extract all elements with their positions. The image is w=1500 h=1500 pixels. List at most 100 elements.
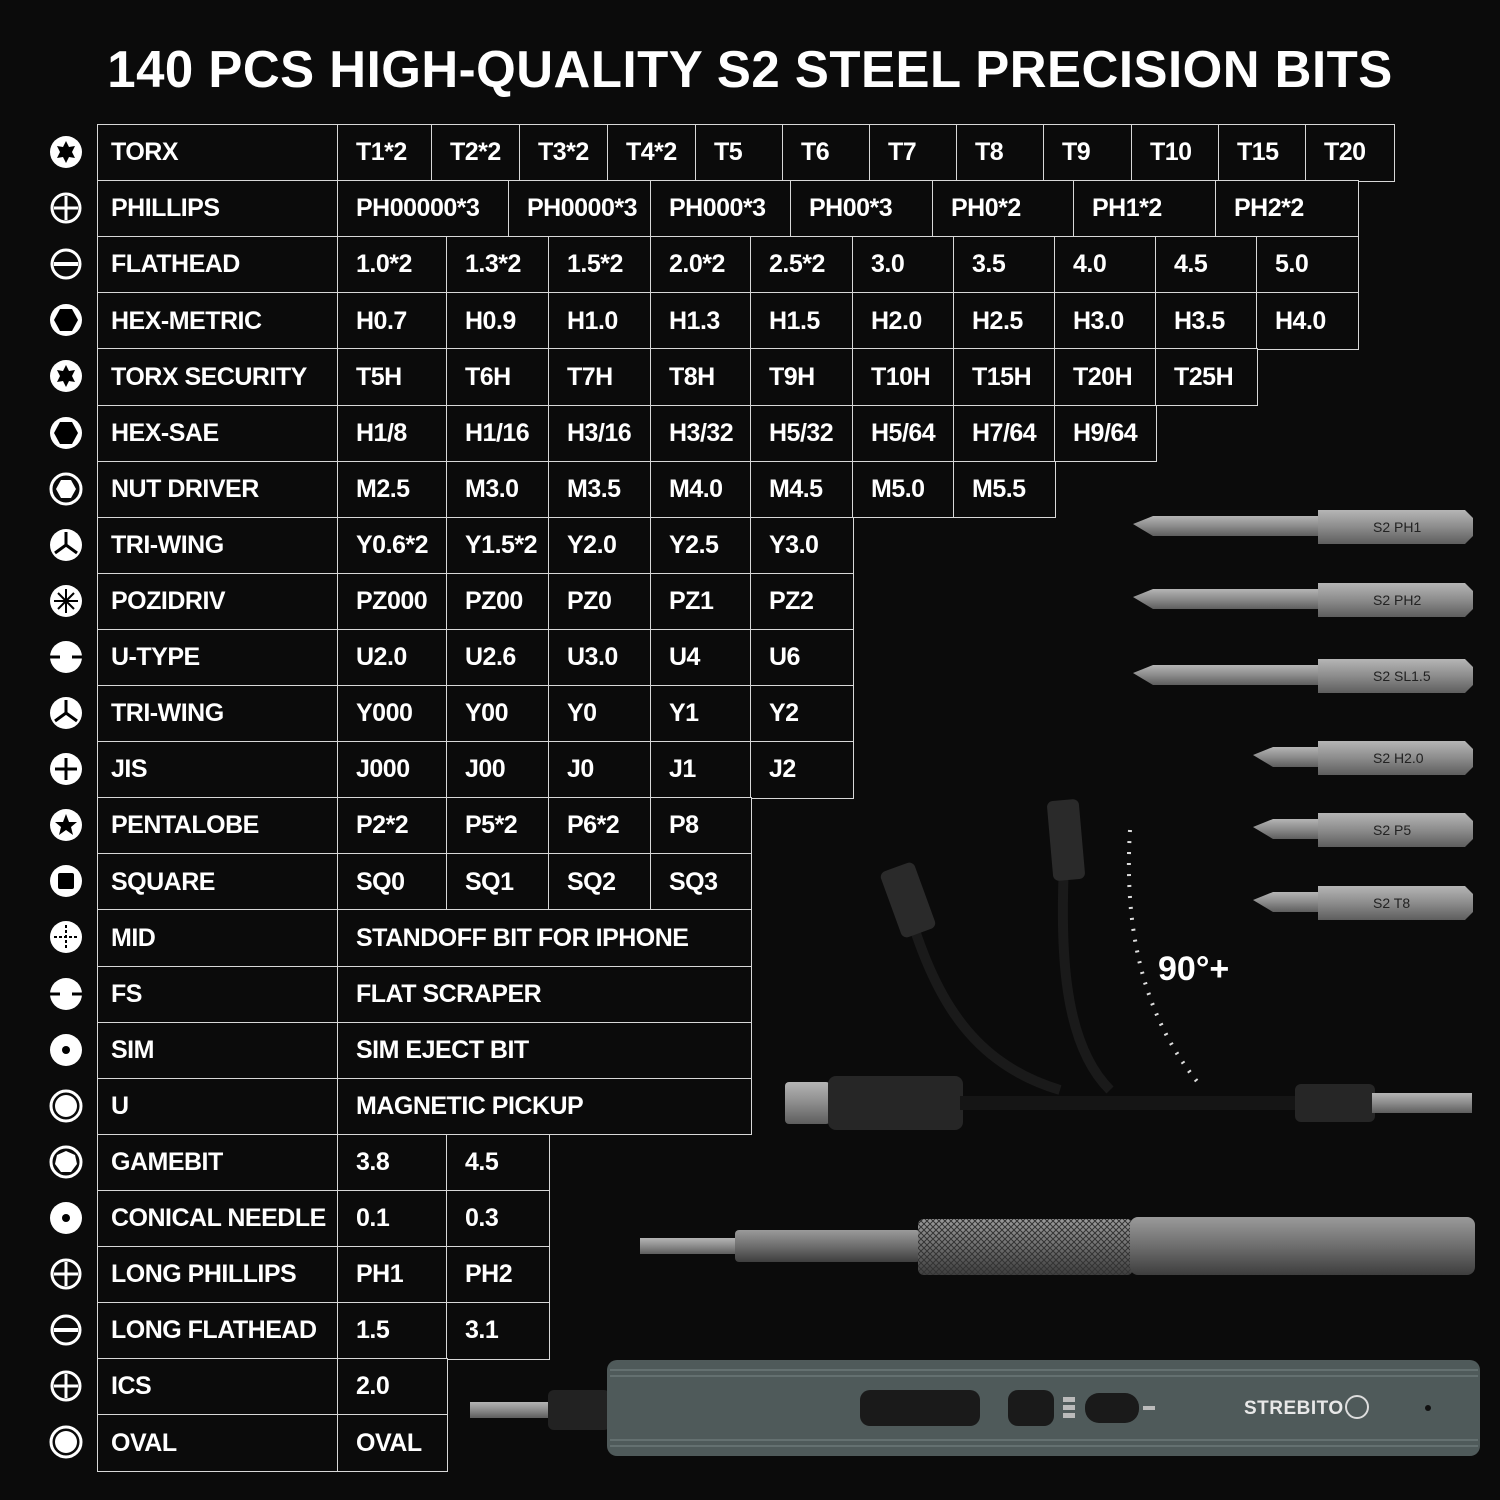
bit-size-cell: H1.0 <box>548 292 652 350</box>
bit-type-label: TORX <box>97 124 339 182</box>
phillips-icon <box>50 1258 82 1290</box>
bit-size-cell: PH1*2 <box>1073 180 1217 238</box>
bit-type-label: SQUARE <box>97 853 339 911</box>
bit-label: S2 H2.0 <box>1373 750 1424 766</box>
ring-icon <box>49 1425 83 1459</box>
bit-size-cell: T9H <box>750 348 854 406</box>
square-icon <box>50 865 82 898</box>
bit-illustration: S2 P5 <box>1253 813 1473 847</box>
bit-size-cell: SQ0 <box>337 853 448 911</box>
bit-size-cell: Y000 <box>337 685 448 743</box>
bit-size-cell: T10 <box>1131 124 1220 182</box>
utype-icon <box>50 977 82 1010</box>
bit-size-cell: PZ000 <box>337 572 448 631</box>
bit-size-cell: H4.0 <box>1256 292 1359 350</box>
bit-illustration: S2 SL1.5 <box>1133 659 1473 693</box>
bit-illustration: S2 PH2 <box>1133 583 1473 617</box>
bit-size-cell: PH1 <box>337 1246 448 1304</box>
nut-icon <box>49 472 83 506</box>
bit-size-cell: H3.0 <box>1054 292 1157 350</box>
dot-icon <box>50 1033 82 1066</box>
bit-label: S2 T8 <box>1373 895 1410 911</box>
bit-size-cell: Y3.0 <box>750 516 854 575</box>
bit-size-cell: P6*2 <box>548 797 652 855</box>
bit-type-label: JIS <box>97 741 339 799</box>
bit-size-cell: H9/64 <box>1054 404 1157 463</box>
bit-size-cell: PZ00 <box>446 572 550 631</box>
bit-size-cell: 0.3 <box>446 1189 550 1248</box>
bit-size-cell: 0.1 <box>337 1189 448 1248</box>
bit-size-cell: OVAL <box>337 1414 448 1472</box>
bit-size-cell: U6 <box>750 628 854 687</box>
torx-icon <box>50 136 82 168</box>
bit-size-cell: T10H <box>852 348 955 406</box>
bit-size-cell: H2.5 <box>953 292 1056 350</box>
bit-label: S2 P5 <box>1373 822 1411 838</box>
bit-size-cell: H1.5 <box>750 292 854 350</box>
bit-label: S2 PH1 <box>1373 519 1421 535</box>
bit-size-cell: P8 <box>650 797 752 855</box>
mid-icon <box>50 921 82 954</box>
bit-size-cell: M4.0 <box>650 460 752 519</box>
triwing-icon <box>50 697 82 729</box>
bit-size-cell: T20H <box>1054 348 1157 406</box>
gamebit-icon <box>49 1145 83 1179</box>
bit-type-label: GAMEBIT <box>97 1133 339 1192</box>
bit-size-cell: 4.5 <box>1155 236 1258 294</box>
bit-size-cell: Y2 <box>750 685 854 743</box>
bit-type-label: U-TYPE <box>97 628 339 687</box>
bit-size-cell: SQ3 <box>650 853 752 911</box>
bit-size-cell: Y1 <box>650 685 752 743</box>
bit-size-cell: H3/16 <box>548 404 652 463</box>
bit-size-cell: P5*2 <box>446 797 550 855</box>
pozidriv-icon <box>50 584 82 617</box>
bit-illustration: S2 T8 <box>1253 886 1473 920</box>
bit-size-cell: PH000*3 <box>650 180 792 238</box>
bit-size-cell: SQ1 <box>446 853 550 911</box>
bit-size-cell: 4.0 <box>1054 236 1157 294</box>
bit-size-cell: J2 <box>750 741 854 799</box>
bit-size-cell: 1.5*2 <box>548 236 652 294</box>
bit-size-cell: T7 <box>869 124 958 182</box>
bit-size-cell: T8H <box>650 348 752 406</box>
bit-label: S2 PH2 <box>1373 592 1421 608</box>
utype-icon <box>50 640 82 673</box>
bit-size-cell: H2.0 <box>852 292 955 350</box>
jis-icon <box>50 753 82 786</box>
bit-type-label: NUT DRIVER <box>97 460 339 519</box>
bit-size-cell: U2.0 <box>337 628 448 687</box>
bit-size-cell: 1.0*2 <box>337 236 448 294</box>
bit-size-cell: T5H <box>337 348 448 406</box>
bit-size-cell: 3.1 <box>446 1302 550 1360</box>
bit-size-cell: T5 <box>695 124 784 182</box>
bit-size-cell: PH2 <box>446 1246 550 1304</box>
brand-logo-text: STREBITO <box>1244 1398 1344 1419</box>
bit-size-cell: J00 <box>446 741 550 799</box>
bit-size-cell: Y00 <box>446 685 550 743</box>
bit-size-cell: FLAT SCRAPER <box>337 965 752 1024</box>
bit-type-label: TRI-WING <box>97 685 339 743</box>
bit-size-cell: H5/32 <box>750 404 854 463</box>
bit-type-label: POZIDRIV <box>97 572 339 631</box>
bit-size-cell: M3.0 <box>446 460 550 519</box>
bit-illustration: S2 H2.0 <box>1253 741 1473 775</box>
bit-size-cell: T8 <box>956 124 1045 182</box>
bit-size-cell: H3/32 <box>650 404 752 463</box>
bit-size-cell: M5.0 <box>852 460 955 519</box>
bit-size-cell: M4.5 <box>750 460 854 519</box>
bit-size-cell: MAGNETIC PICKUP <box>337 1077 752 1136</box>
dot-icon <box>50 1201 82 1234</box>
precision-screwdriver <box>640 1217 1475 1275</box>
hex-icon <box>50 304 82 337</box>
bit-size-cell: M3.5 <box>548 460 652 519</box>
bit-size-cell: H1/16 <box>446 404 550 463</box>
bit-type-label: MID <box>97 909 339 967</box>
flathead-icon <box>50 248 82 280</box>
triwing-icon <box>50 528 82 561</box>
bit-size-cell: T2*2 <box>431 124 521 182</box>
bit-size-cell: H7/64 <box>953 404 1056 463</box>
bit-size-cell: M2.5 <box>337 460 448 519</box>
bit-size-cell: 4.5 <box>446 1133 550 1192</box>
bit-size-cell: SQ2 <box>548 853 652 911</box>
